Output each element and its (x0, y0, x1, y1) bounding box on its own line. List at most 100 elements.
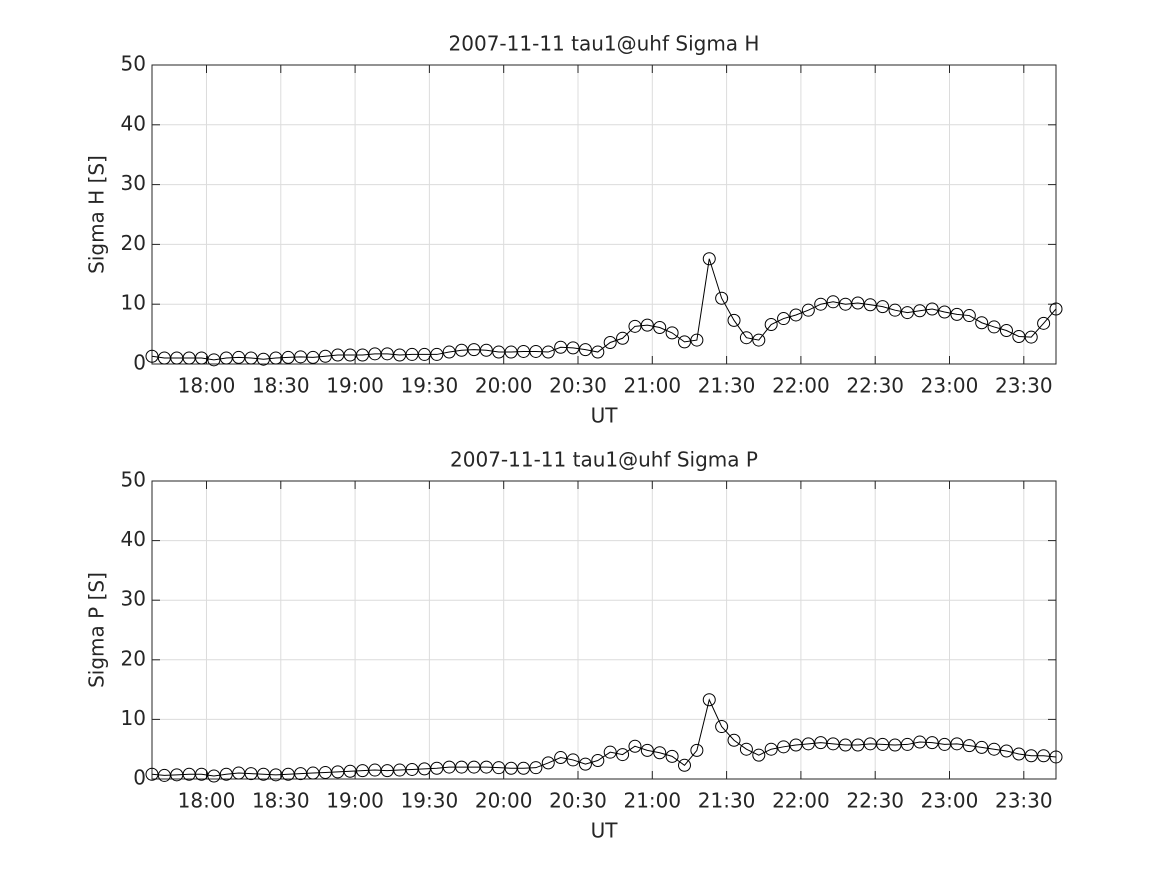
data-point (715, 291, 729, 305)
y-tick-label: 50 (121, 52, 146, 76)
data-point (1049, 750, 1063, 764)
x-tick-label: 18:00 (178, 374, 236, 398)
y-tick-label: 10 (121, 291, 146, 315)
data-point (999, 324, 1013, 338)
data-point (702, 693, 716, 707)
axes-box (151, 480, 1057, 780)
data-point (442, 345, 456, 359)
data-point (628, 739, 642, 753)
x-tick-label: 22:30 (846, 789, 904, 813)
x-tick-label: 19:30 (401, 789, 459, 813)
data-point (578, 757, 592, 771)
data-point (195, 351, 209, 365)
data-point (814, 297, 828, 311)
data-point (900, 306, 914, 320)
data-point (975, 316, 989, 330)
data-point (925, 736, 939, 750)
data-point (962, 309, 976, 323)
data-point (207, 769, 221, 783)
x-tick-label: 19:30 (401, 374, 459, 398)
data-point (789, 308, 803, 322)
x-tick-label: 20:30 (549, 789, 607, 813)
data-point (690, 333, 704, 347)
data-point (1049, 302, 1063, 316)
x-tick-label: 23:00 (921, 374, 979, 398)
data-point (541, 756, 555, 770)
data-point (962, 739, 976, 753)
data-point (145, 349, 159, 363)
y-axis-label: Sigma P [S] (85, 572, 109, 688)
data-line (151, 258, 1057, 361)
data-point (876, 300, 890, 314)
data-point (616, 748, 630, 762)
data-point (591, 754, 605, 768)
data-point (727, 733, 741, 747)
data-point (640, 318, 654, 332)
x-tick-label: 21:30 (698, 374, 756, 398)
data-point (1024, 330, 1038, 344)
data-point (900, 737, 914, 751)
y-tick-label: 30 (121, 587, 146, 611)
x-tick-label: 20:30 (549, 374, 607, 398)
data-point (541, 345, 555, 359)
data-point (727, 313, 741, 327)
data-point (987, 742, 1001, 756)
data-point (739, 331, 753, 345)
data-point (653, 746, 667, 760)
data-point (677, 335, 691, 349)
y-tick-label: 20 (121, 231, 146, 255)
data-point (938, 305, 952, 319)
plot-area (152, 481, 1056, 779)
data-point (801, 303, 815, 317)
data-point (913, 304, 927, 318)
y-tick-label: 50 (121, 468, 146, 492)
data-point (925, 302, 939, 316)
x-tick-label: 19:00 (326, 789, 384, 813)
y-axis-label: Sigma H [S] (85, 155, 109, 274)
data-point (999, 744, 1013, 758)
data-point (479, 343, 493, 357)
x-tick-label: 20:00 (475, 374, 533, 398)
data-point (888, 303, 902, 317)
data-point (764, 742, 778, 756)
x-tick-label: 19:00 (326, 374, 384, 398)
data-point (566, 753, 580, 767)
data-point (975, 740, 989, 754)
data-point (752, 333, 766, 347)
chart-title: 2007-11-11 tau1@uhf Sigma H (449, 32, 760, 56)
axes-box (151, 64, 1057, 365)
data-point (665, 749, 679, 763)
data-point (950, 737, 964, 751)
x-tick-label: 21:00 (623, 374, 681, 398)
x-axis-label: UT (591, 404, 619, 428)
data-point (591, 345, 605, 359)
data-point (665, 326, 679, 340)
data-point (863, 298, 877, 312)
x-tick-label: 21:00 (623, 789, 681, 813)
data-point (1012, 747, 1026, 761)
data-point (603, 335, 617, 349)
data-point (826, 295, 840, 309)
y-tick-label: 10 (121, 706, 146, 730)
data-point (677, 758, 691, 772)
plot-area (152, 65, 1056, 364)
data-point (752, 748, 766, 762)
x-tick-label: 22:30 (846, 374, 904, 398)
x-tick-label: 23:30 (995, 789, 1053, 813)
data-point (777, 312, 791, 326)
data-point (702, 252, 716, 266)
y-tick-label: 0 (133, 766, 146, 790)
x-tick-label: 18:30 (252, 789, 310, 813)
data-point (640, 743, 654, 757)
data-point (616, 331, 630, 345)
x-tick-label: 18:00 (178, 789, 236, 813)
x-tick-label: 23:00 (921, 789, 979, 813)
data-line (151, 698, 1057, 777)
x-axis-label: UT (591, 819, 619, 843)
data-point (777, 740, 791, 754)
data-point (529, 761, 543, 775)
x-tick-label: 21:30 (698, 789, 756, 813)
data-point (1037, 316, 1051, 330)
